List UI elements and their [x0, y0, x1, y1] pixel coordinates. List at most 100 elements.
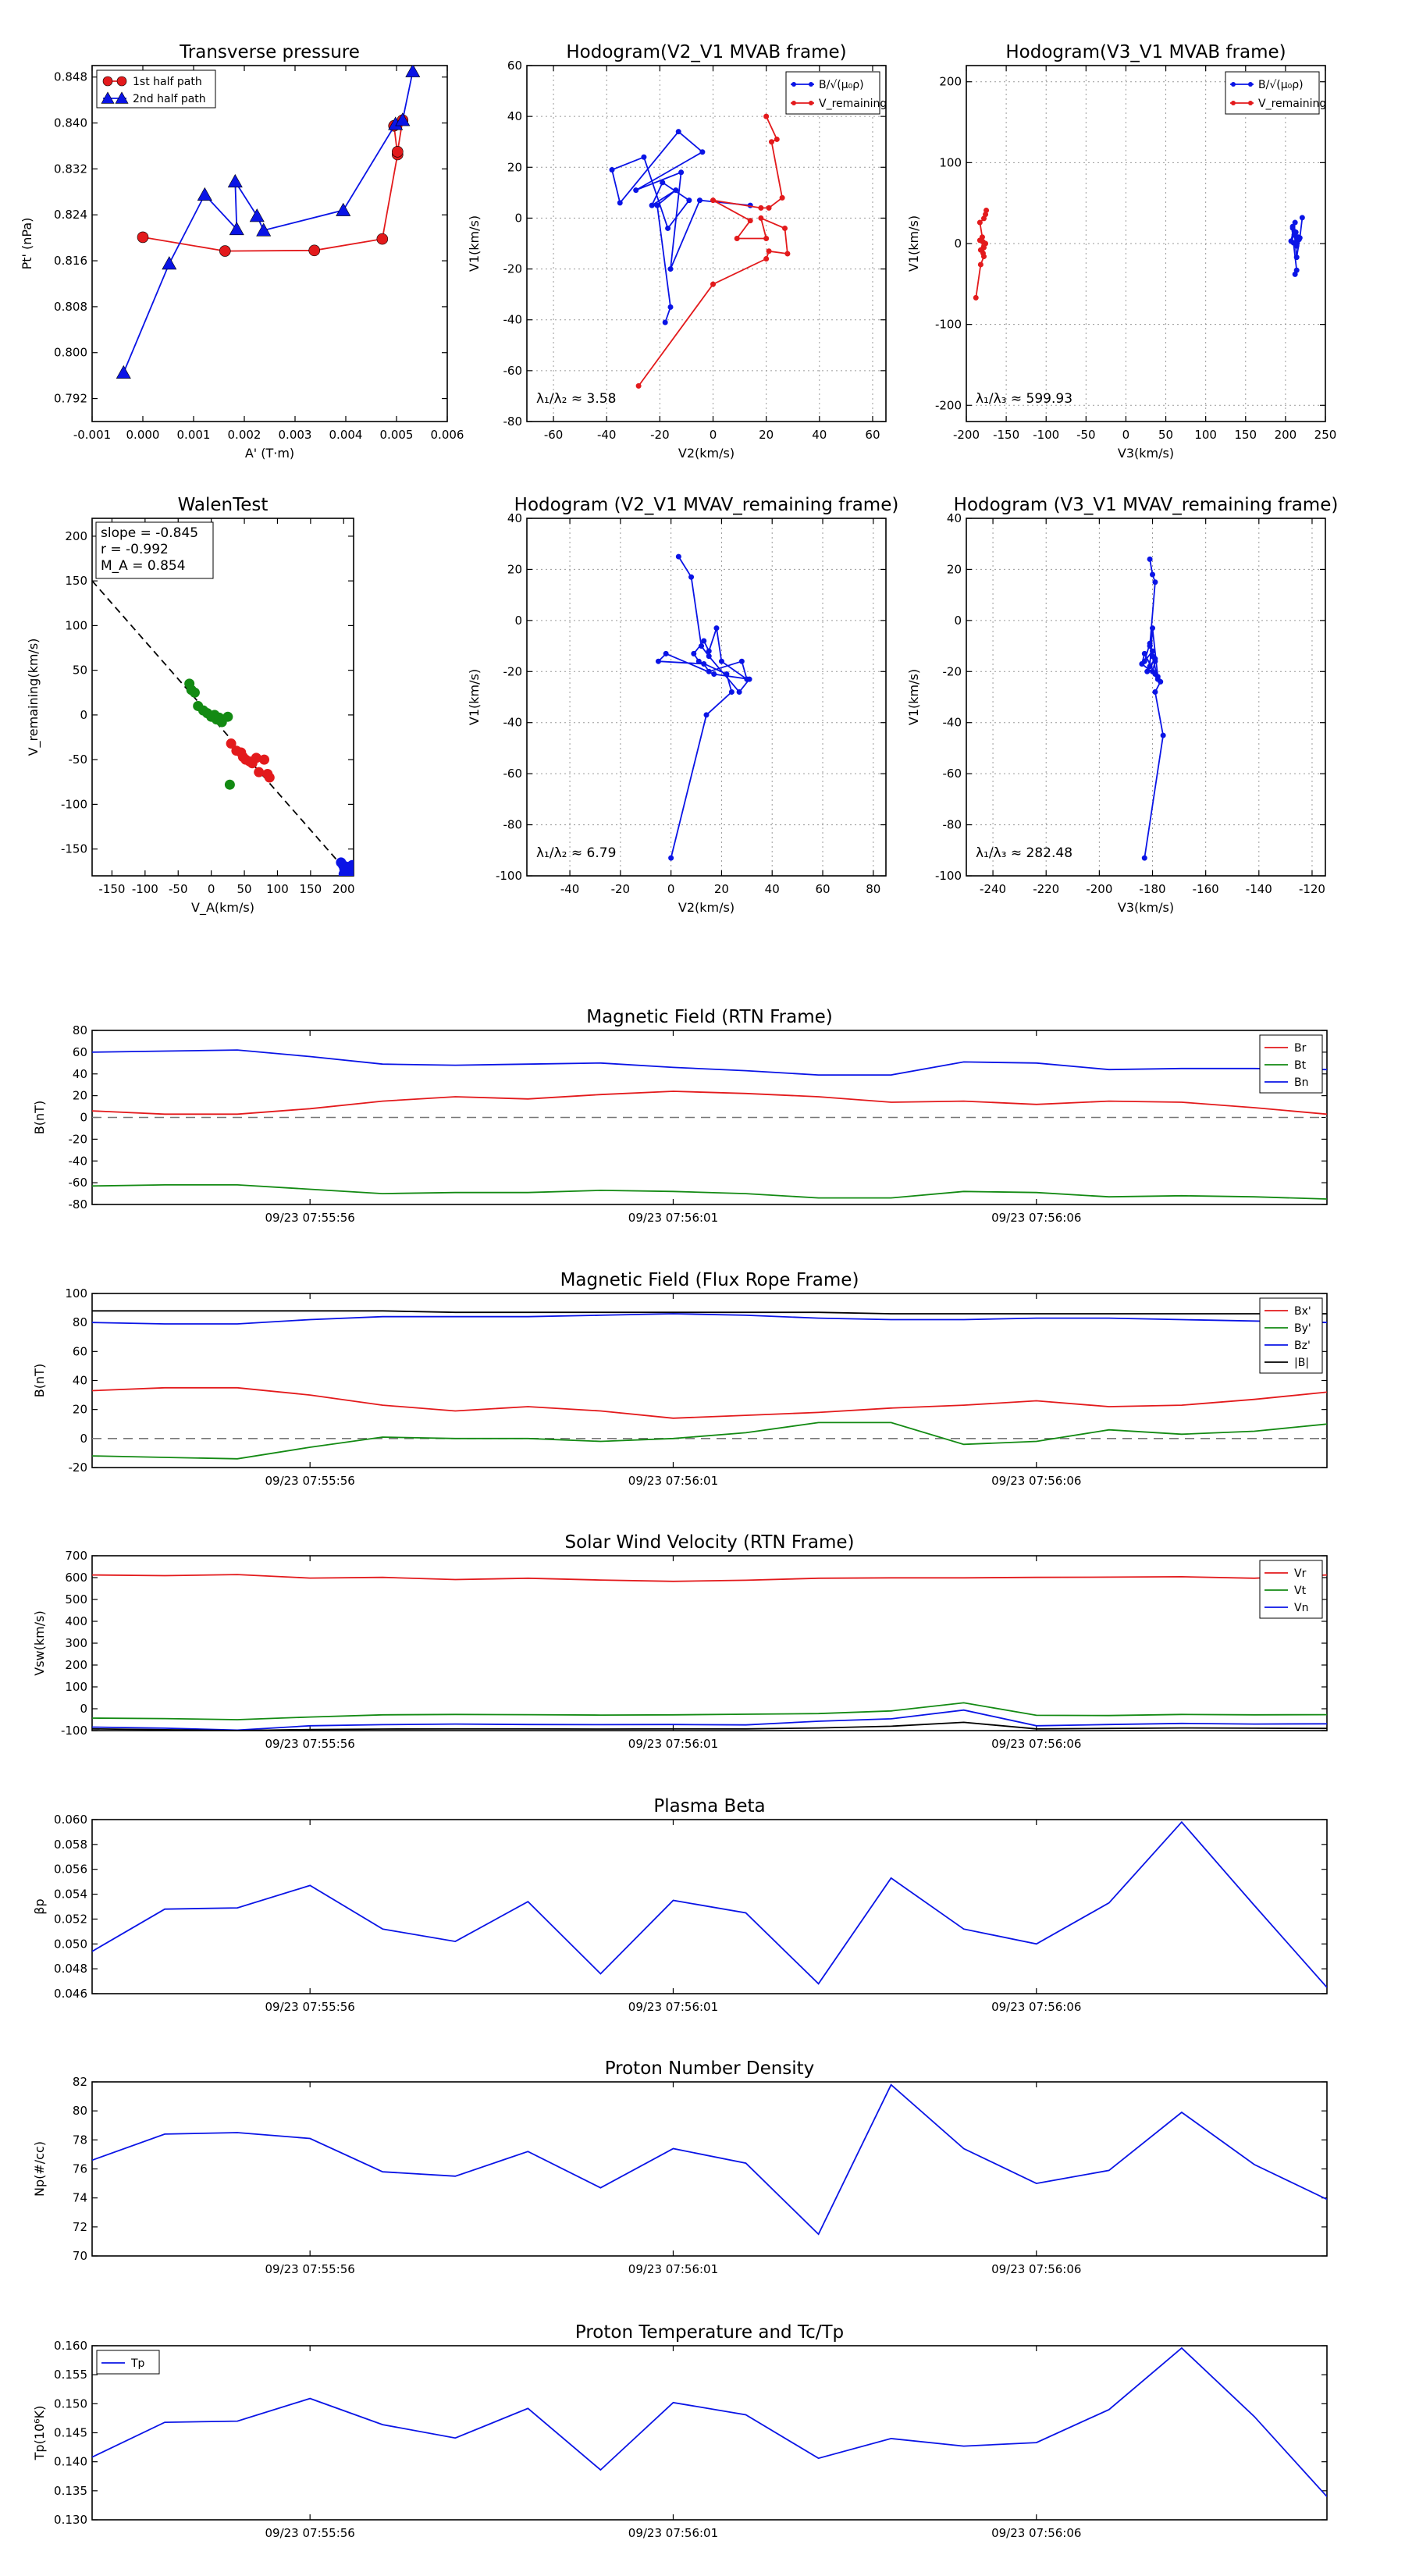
x-tick-label: 60: [815, 882, 830, 896]
x-tick-label: 40: [812, 428, 827, 442]
data-point: [116, 365, 131, 379]
data-point: [395, 112, 411, 126]
data-point: [673, 187, 679, 194]
x-tick-label: 09/23 07:55:56: [265, 2000, 354, 2014]
y-tick-label: 0.058: [54, 1838, 87, 1852]
x-tick-label: -150: [98, 882, 125, 896]
data-point: [1154, 676, 1161, 682]
series-line: [92, 1574, 1327, 1582]
y-tick-label: 60: [507, 59, 522, 73]
x-tick-label: -50: [169, 882, 188, 896]
series-line: [123, 71, 414, 373]
y-tick-label: 0.140: [54, 2455, 87, 2469]
legend-label: Br: [1294, 1042, 1307, 1055]
y-tick-label: 72: [73, 2220, 87, 2234]
legend-box: [1259, 1034, 1323, 1094]
legend: Vr Vt Vn: [1259, 1560, 1323, 1619]
x-tick-label: 09/23 07:56:01: [628, 2000, 718, 2014]
legend-marker: [1248, 82, 1253, 87]
data-point: [162, 256, 177, 270]
y-axis-label: Np(#/cc): [32, 2141, 47, 2197]
y-tick-label: -100: [935, 869, 962, 883]
y-tick-label: -100: [496, 869, 522, 883]
legend-label: B/√(μ₀ρ): [1258, 79, 1304, 91]
y-tick-label: 0: [80, 708, 87, 722]
x-tick-label: 09/23 07:55:56: [265, 2526, 354, 2540]
y-tick-label: 0.150: [54, 2396, 87, 2411]
data-point: [376, 233, 389, 245]
p3-axes: -200 -150 -100 -50 0 50 100 150 200 250 -200 -100 0 1…: [906, 42, 1336, 461]
axes-frame: [526, 65, 887, 422]
data-point: [703, 712, 710, 718]
x-tick-label: -240: [980, 882, 1006, 896]
x-tick-label: -20: [650, 428, 670, 442]
x-tick-label: 09/23 07:56:06: [991, 2000, 1081, 2014]
y-tick-label: -20: [503, 664, 523, 678]
legend-label: V_remaining: [1258, 98, 1326, 110]
y-tick-label: 100: [939, 155, 962, 169]
data-point: [706, 668, 712, 674]
legend: B/√(μ₀ρ) V_remaining: [1225, 71, 1326, 115]
x-axis-label: V_A(km/s): [191, 900, 254, 916]
x-tick-label: -140: [1246, 882, 1272, 896]
data-point: [696, 197, 702, 204]
y-tick-label: 20: [73, 1089, 87, 1103]
y-tick-label: 0.048: [54, 1962, 87, 1976]
y-tick-label: 20: [507, 160, 522, 174]
data-point: [977, 247, 984, 253]
series-line: [92, 1421, 1327, 1460]
legend-marker: [809, 101, 813, 105]
y-tick-label: -150: [61, 842, 87, 856]
chart-title: Proton Number Density: [605, 2058, 815, 2079]
y-tick-label: 0.808: [54, 300, 87, 314]
ts2-series: [92, 1310, 1327, 1460]
legend-box: [785, 71, 880, 115]
data-point: [688, 574, 695, 580]
x-tick-label: 100: [266, 882, 289, 896]
y-tick-label: -60: [69, 1176, 88, 1190]
y-tick-label: -40: [503, 313, 523, 327]
y-axis-label: Vsw(km/s): [32, 1610, 47, 1675]
data-point: [675, 553, 681, 560]
stats-line: M_A = 0.854: [101, 558, 186, 574]
x-axis-label: V3(km/s): [1118, 900, 1174, 915]
axes-frame: [966, 518, 1326, 877]
x-tick-label: 50: [237, 882, 252, 896]
y-tick-label: 0: [80, 1432, 87, 1446]
data-point: [1144, 668, 1151, 674]
data-point: [706, 653, 712, 660]
axes-frame: [91, 2345, 1328, 2521]
y-tick-label: -40: [503, 716, 523, 730]
x-tick-label: -200: [953, 428, 980, 442]
legend-label: Bx': [1294, 1305, 1311, 1318]
x-tick-label: 09/23 07:55:56: [265, 2262, 354, 2276]
p4-axes: -150 -100 -50 0 50 100 150 200 -150 -100 -50 0 50 100…: [26, 495, 355, 916]
data-point: [779, 194, 785, 201]
x-tick-label: -120: [1299, 882, 1325, 896]
x-tick-label: 0.000: [126, 428, 160, 442]
x-tick-label: 150: [1234, 428, 1257, 442]
y-tick-label: 0.050: [54, 1937, 87, 1951]
series-line: [656, 556, 751, 859]
y-tick-label: 300: [65, 1636, 87, 1650]
data-point: [728, 688, 735, 695]
data-point: [686, 197, 692, 204]
data-point: [758, 215, 764, 221]
x-tick-label: 60: [865, 428, 880, 442]
y-tick-label: -80: [503, 818, 523, 832]
x-tick-label: 200: [333, 882, 355, 896]
data-point: [695, 658, 702, 664]
y-tick-label: 0.840: [54, 116, 87, 130]
y-tick-label: 40: [73, 1067, 87, 1081]
ts2-axes: -20 0 20 40 60 80 100 09/23 07:55:56 09/23 07:56…: [32, 1270, 1328, 1488]
series-line: [92, 1709, 1327, 1731]
ts5-axes: 70 72 74 76 78 80 82 09/23 07:55:56 09/23 07:56:…: [32, 2058, 1328, 2276]
y-tick-label: 150: [65, 574, 87, 588]
data-point: [699, 149, 706, 155]
data-point: [665, 225, 671, 231]
y-tick-label: 0.046: [54, 1987, 87, 2001]
x-tick-label: 0.004: [329, 428, 363, 442]
legend-label: Tp: [130, 2357, 145, 2370]
data-point: [763, 113, 770, 119]
data-point: [649, 202, 655, 208]
